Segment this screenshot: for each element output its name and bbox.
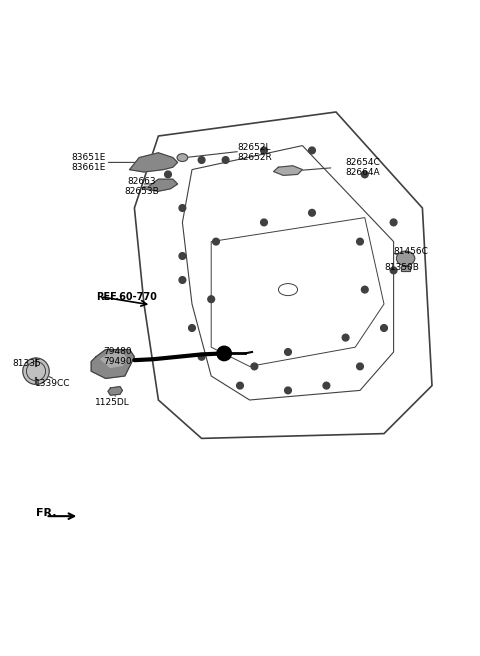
Circle shape: [342, 335, 349, 341]
Ellipse shape: [23, 358, 49, 384]
Polygon shape: [144, 179, 178, 191]
Circle shape: [198, 354, 205, 360]
Text: 1339CC: 1339CC: [35, 379, 71, 388]
Circle shape: [208, 296, 215, 302]
Text: 82663
82653B: 82663 82653B: [124, 176, 159, 196]
Circle shape: [381, 325, 387, 331]
Circle shape: [390, 267, 397, 274]
Circle shape: [285, 387, 291, 394]
Circle shape: [165, 171, 171, 178]
Circle shape: [213, 238, 219, 245]
Text: 83651E
83661E: 83651E 83661E: [71, 153, 106, 172]
Circle shape: [237, 382, 243, 389]
Ellipse shape: [396, 251, 415, 266]
Text: 1125DL: 1125DL: [96, 398, 130, 407]
Text: REF.60-770: REF.60-770: [96, 292, 157, 302]
Polygon shape: [108, 386, 122, 395]
Circle shape: [285, 348, 291, 356]
Polygon shape: [101, 354, 127, 367]
Circle shape: [361, 171, 368, 178]
Circle shape: [217, 346, 231, 361]
Text: 82654C
82664A: 82654C 82664A: [346, 157, 380, 177]
Circle shape: [261, 219, 267, 226]
Circle shape: [361, 286, 368, 293]
Circle shape: [357, 363, 363, 370]
Circle shape: [222, 157, 229, 163]
Circle shape: [179, 205, 186, 211]
Text: 81335: 81335: [12, 359, 41, 369]
Text: 82652L
82652R: 82652L 82652R: [237, 143, 272, 163]
Circle shape: [198, 157, 205, 163]
Circle shape: [323, 382, 330, 389]
Text: 81350B: 81350B: [384, 264, 419, 272]
Circle shape: [390, 219, 397, 226]
Ellipse shape: [177, 154, 188, 161]
Circle shape: [189, 325, 195, 331]
Text: 79480
79490: 79480 79490: [103, 347, 132, 367]
Polygon shape: [91, 350, 134, 379]
Polygon shape: [401, 266, 410, 272]
Circle shape: [261, 147, 267, 154]
Text: FR.: FR.: [36, 508, 57, 518]
Polygon shape: [274, 166, 302, 175]
Circle shape: [179, 277, 186, 283]
Circle shape: [179, 253, 186, 259]
Circle shape: [357, 238, 363, 245]
Text: 81456C: 81456C: [394, 247, 429, 256]
Circle shape: [309, 147, 315, 154]
Polygon shape: [130, 153, 178, 172]
Circle shape: [309, 209, 315, 216]
Circle shape: [251, 363, 258, 370]
